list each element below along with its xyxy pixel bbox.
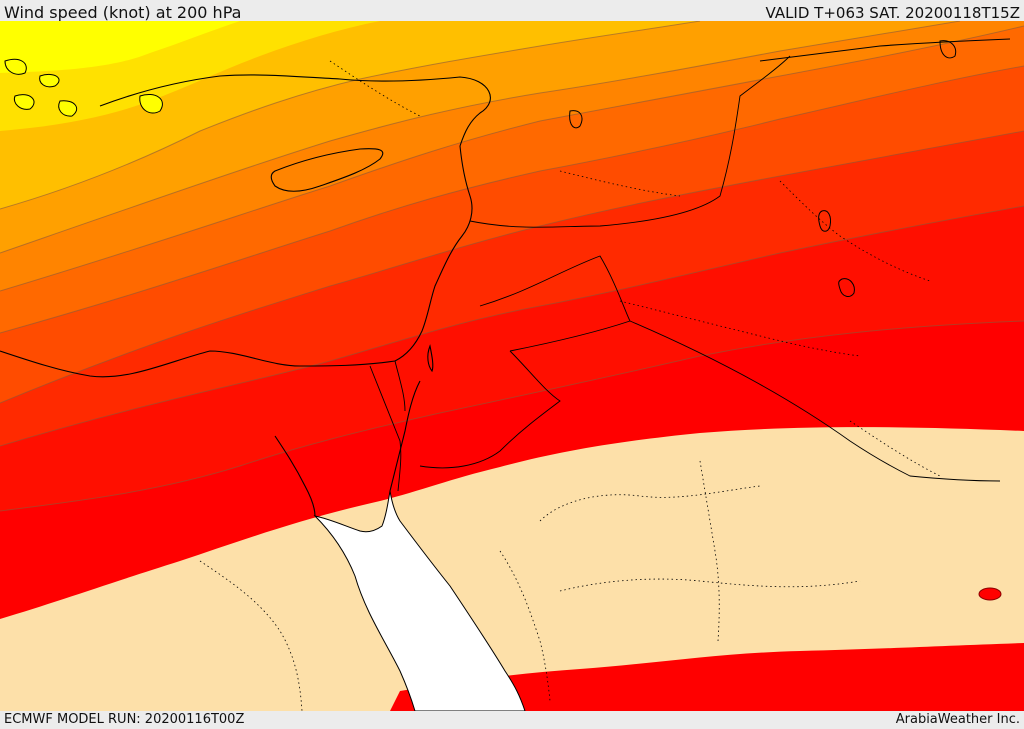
contour-lines [0,21,1024,512]
red-sea [313,490,526,711]
lakes [569,40,957,297]
map-title: Wind speed (knot) at 200 hPa [4,3,242,22]
southern-jet-band [390,643,1024,711]
footer-bar: ECMWF MODEL RUN: 20200116T00Z ArabiaWeat… [0,711,1024,729]
small-jet-core [978,587,1002,601]
header-bar: Wind speed (knot) at 200 hPa VALID T+063… [0,0,1024,22]
credit-label: ArabiaWeather Inc. [895,712,1020,727]
valid-time-label: VALID T+063 SAT. 20200118T15Z [765,4,1020,22]
map-canvas [0,21,1024,711]
country-borders [369,55,1001,492]
model-run-label: ECMWF MODEL RUN: 20200116T00Z [4,712,245,727]
aegean-islands [4,58,163,117]
coastlines [0,38,1011,517]
internal-borders [199,60,941,711]
wind-speed-map[interactable] [0,21,1024,711]
wind-band-1 [0,21,240,73]
